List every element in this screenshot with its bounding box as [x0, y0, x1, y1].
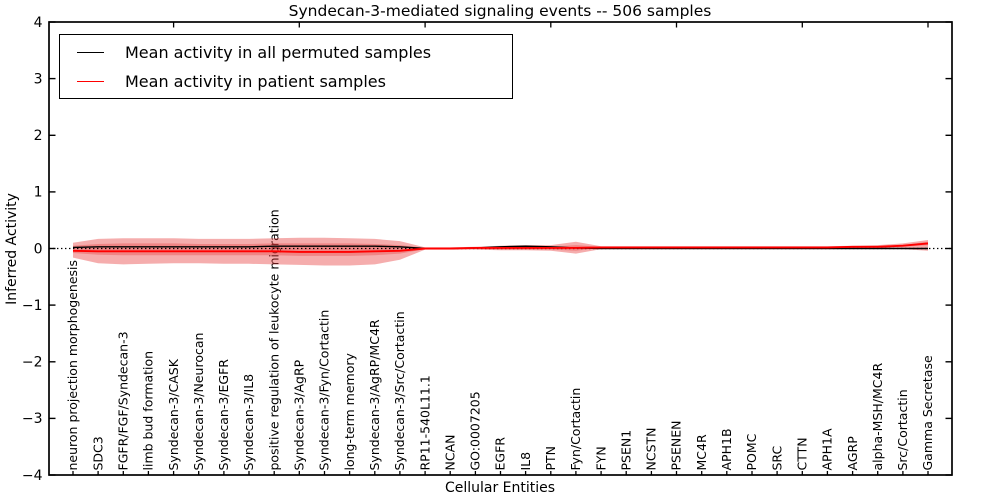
x-tick-label: NCAN: [442, 435, 457, 471]
x-tick-label: NCSTN: [644, 428, 659, 471]
x-tick-label: SRC: [769, 446, 784, 471]
x-tick-label: neuron projection morphogenesis: [65, 260, 80, 471]
x-tick-label: POMC: [744, 433, 759, 470]
x-tick-label: MC4R: [694, 434, 709, 470]
x-tick-label: Syndecan-3/AgRP/MC4R: [367, 319, 382, 470]
x-tick-label: RP11-540L11.1: [417, 375, 432, 470]
x-tick-label: PSENEN: [669, 421, 684, 471]
x-tick-label: CTTN: [795, 437, 810, 470]
y-tick-label: 0: [34, 241, 43, 257]
x-tick-label: SDC3: [90, 436, 105, 470]
legend-item-patient: Mean activity in patient samples: [77, 70, 512, 93]
x-tick-label: FGFR/FGF/Syndecan-3: [116, 331, 131, 470]
y-tick-label: −4: [22, 468, 43, 484]
legend: Mean activity in all permuted samples Me…: [59, 34, 513, 99]
x-axis-label: Cellular Entities: [444, 480, 556, 496]
x-tick-labels: neuron projection morphogenesis SDC3 FGFR/…: [65, 209, 935, 470]
x-tick-label: Syndecan-3/EGFR: [216, 359, 231, 471]
y-tick-label: 1: [34, 185, 43, 201]
x-tick-label: Src/Cortactin: [895, 389, 910, 470]
x-tick-label: APH1A: [820, 428, 835, 470]
x-tick-label: Syndecan-3/AgRP: [292, 359, 307, 470]
x-tick-label: GO:0007205: [468, 391, 483, 470]
chart-title: Syndecan-3-mediated signaling events -- …: [288, 2, 712, 20]
series-line-0: [72, 245, 928, 250]
y-tick-label: 4: [34, 15, 43, 31]
x-tick-label: Syndecan-3/CASK: [166, 358, 181, 470]
patient-band-outer: [73, 237, 928, 266]
y-tick-labels: −4 −3 −2 −1 0 1 2 3 4: [22, 15, 43, 484]
x-tick-label: Syndecan-3/Src/Cortactin: [392, 311, 407, 470]
x-tick-label: EGFR: [493, 437, 508, 471]
x-tick-label: positive regulation of leukocyte migrati…: [266, 209, 281, 470]
y-tick-label: −1: [22, 298, 43, 314]
x-tick-label: Syndecan-3/IL8: [241, 374, 256, 471]
y-tick-label: −3: [22, 411, 43, 427]
y-tick-label: 3: [34, 71, 43, 87]
series-line-1: [72, 242, 929, 253]
x-tick-label: FYN: [593, 446, 608, 470]
x-tick-label: PTN: [543, 446, 558, 471]
x-tick-label: alpha-MSH/MC4R: [870, 363, 885, 471]
x-tick-label: AGRP: [845, 436, 860, 471]
x-tick-label: Fyn/Cortactin: [568, 388, 583, 471]
y-tick-label: −2: [22, 355, 43, 371]
legend-line-sample-permuted: [77, 51, 104, 53]
x-tick-label: IL8: [518, 452, 533, 471]
x-tick-label: Gamma Secretase: [920, 355, 935, 470]
y-ticks: [49, 21, 952, 476]
x-ticks: [72, 22, 929, 475]
x-tick-label: PSEN1: [618, 430, 633, 471]
x-tick-label: APH1B: [719, 428, 734, 470]
legend-label-permuted: Mean activity in all permuted samples: [125, 42, 432, 62]
x-tick-label: long-term memory: [342, 353, 357, 471]
y-tick-label: 2: [34, 128, 43, 144]
x-tick-label: Syndecan-3/Neurocan: [191, 333, 206, 471]
x-tick-label: Syndecan-3/Fyn/Cortactin: [317, 310, 332, 471]
legend-label-patient: Mean activity in patient samples: [125, 71, 386, 91]
legend-line-sample-patient: [77, 80, 104, 82]
legend-item-permuted: Mean activity in all permuted samples: [77, 41, 512, 64]
x-tick-label: limb bud formation: [141, 351, 156, 471]
